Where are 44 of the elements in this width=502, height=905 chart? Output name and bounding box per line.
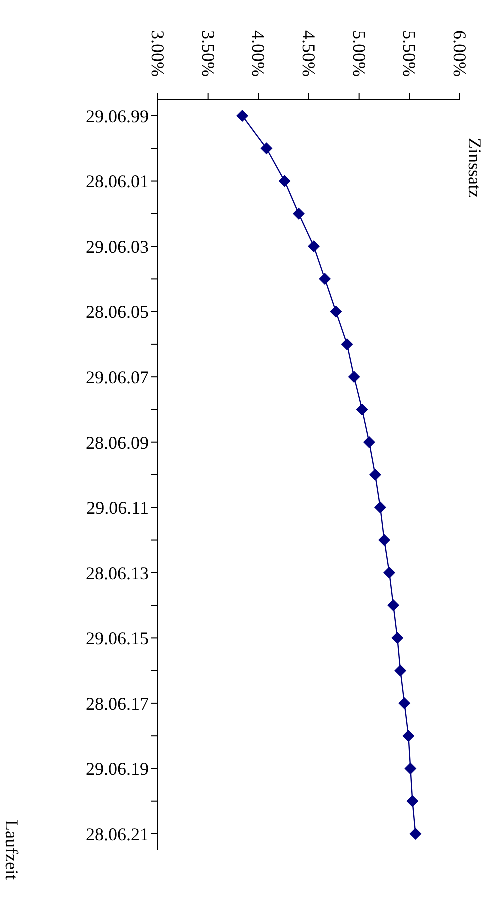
x-tick-label: 4.00% xyxy=(248,30,269,77)
y-tick-label: 29.06.99 xyxy=(86,106,149,126)
text: Zinssatz xyxy=(464,138,485,198)
point xyxy=(384,566,396,579)
x-tick-label: 4.50% xyxy=(299,30,319,77)
point xyxy=(260,142,273,155)
point xyxy=(356,404,368,416)
x-tick-label: 6.00% xyxy=(450,30,470,77)
y-tick-label: 29.06.11 xyxy=(86,498,149,518)
point xyxy=(308,240,320,253)
y-tick-label: 28.06.17 xyxy=(86,694,149,714)
y-tick-label: 28.06.05 xyxy=(86,302,149,322)
point xyxy=(363,436,376,448)
point xyxy=(398,697,411,710)
point xyxy=(388,600,400,612)
y-tick-label: 29.06.07 xyxy=(86,367,149,388)
y-tick-label: 28.06.09 xyxy=(86,432,149,453)
point xyxy=(330,306,342,318)
point xyxy=(369,469,382,481)
point xyxy=(341,338,354,350)
point xyxy=(392,632,404,644)
y-tick-label: 29.06.19 xyxy=(86,759,149,780)
x-tick-label: 5.50% xyxy=(400,30,420,77)
point xyxy=(278,175,291,188)
x-tick-label: 3.00% xyxy=(148,30,168,77)
x-tick-label: 5.00% xyxy=(349,30,370,77)
point xyxy=(378,534,390,546)
point xyxy=(394,664,407,677)
y-tick-label: 29.06.15 xyxy=(86,628,149,649)
point xyxy=(410,828,422,840)
point xyxy=(348,371,360,384)
y-tick-label: 28.06.21 xyxy=(86,824,149,844)
point xyxy=(402,730,415,742)
point xyxy=(292,208,305,220)
point xyxy=(406,795,419,808)
x-tick-label: 3.50% xyxy=(198,30,218,77)
point xyxy=(404,762,417,775)
point xyxy=(319,273,332,286)
y-tick-label: 29.06.03 xyxy=(86,236,149,257)
y-tick-label: 28.06.13 xyxy=(86,563,149,584)
y-axis-title: Laufzeit xyxy=(1,820,22,880)
point xyxy=(236,110,249,122)
y-tick-label: 28.06.01 xyxy=(86,172,149,192)
point xyxy=(374,502,386,514)
